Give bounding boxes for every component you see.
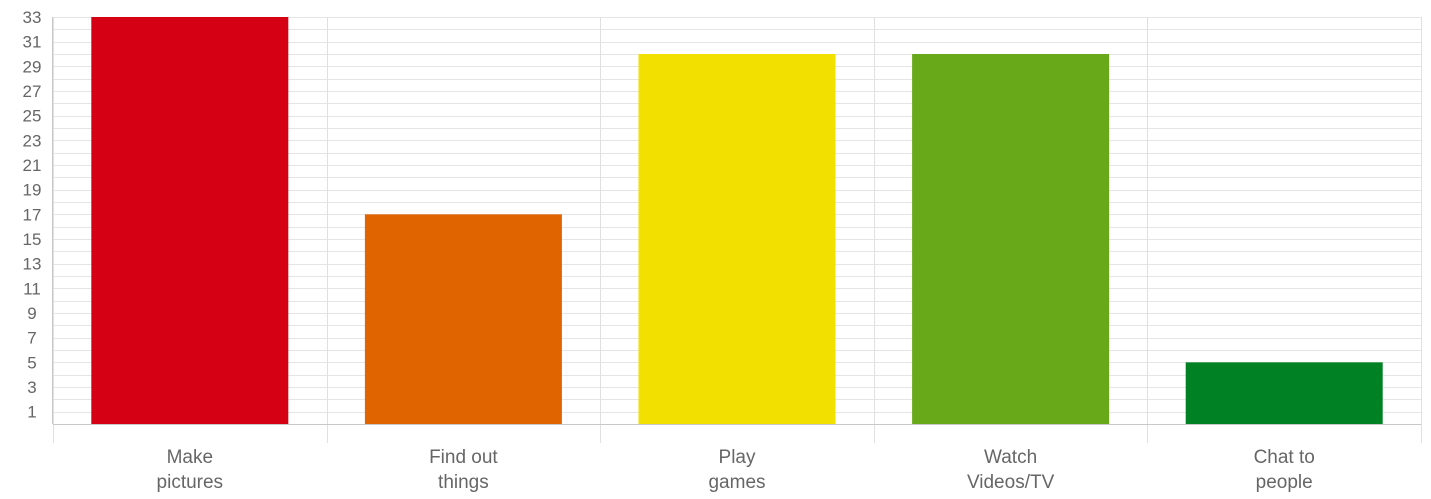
x-tick-label: Make pictures [157,447,224,493]
y-tick-label: 29 [23,57,42,76]
x-tick-label-line: Find out [429,447,498,468]
y-tick-label: 19 [23,181,42,200]
x-tick-label-line: Videos/TV [967,472,1055,493]
bar [91,17,289,424]
y-tick-label: 23 [23,131,42,150]
y-tick-label: 5 [27,353,36,372]
bar [912,54,1110,424]
y-tick-label: 1 [27,403,36,422]
y-tick-label: 27 [23,82,42,101]
x-tick-label-line: Make [167,447,213,468]
x-tick-label: Chat to people [1254,447,1315,493]
y-tick-label: 31 [23,33,42,52]
x-tick-label: Find out things [429,447,498,493]
y-tick-label: 25 [23,107,42,126]
axes [52,17,1421,425]
x-tick-label-line: Watch [984,447,1037,468]
y-tick-label: 21 [23,156,42,175]
bar [638,54,836,424]
bars [91,17,1383,424]
y-tick-label: 17 [23,205,42,224]
y-tick-label: 15 [23,230,42,249]
y-tick-label: 7 [27,329,36,348]
x-tick-label: Play games [708,447,765,493]
y-tick-label: 3 [27,378,36,397]
x-tick-label-line: pictures [157,472,224,493]
y-tick-label: 9 [27,304,36,323]
bar [1185,362,1383,424]
x-tick-label: Watch Videos/TV [967,447,1055,493]
x-tick-label-line: Play [719,447,756,468]
x-tick-label-line: things [438,472,489,493]
y-tick-label: 13 [23,255,42,274]
y-tick-label: 33 [23,8,42,27]
y-tick-label: 11 [23,279,41,298]
x-tick-label-line: Chat to [1254,447,1315,468]
x-tick-label-line: games [708,472,765,493]
bar [364,214,562,424]
x-tick-label-line: people [1256,472,1313,493]
